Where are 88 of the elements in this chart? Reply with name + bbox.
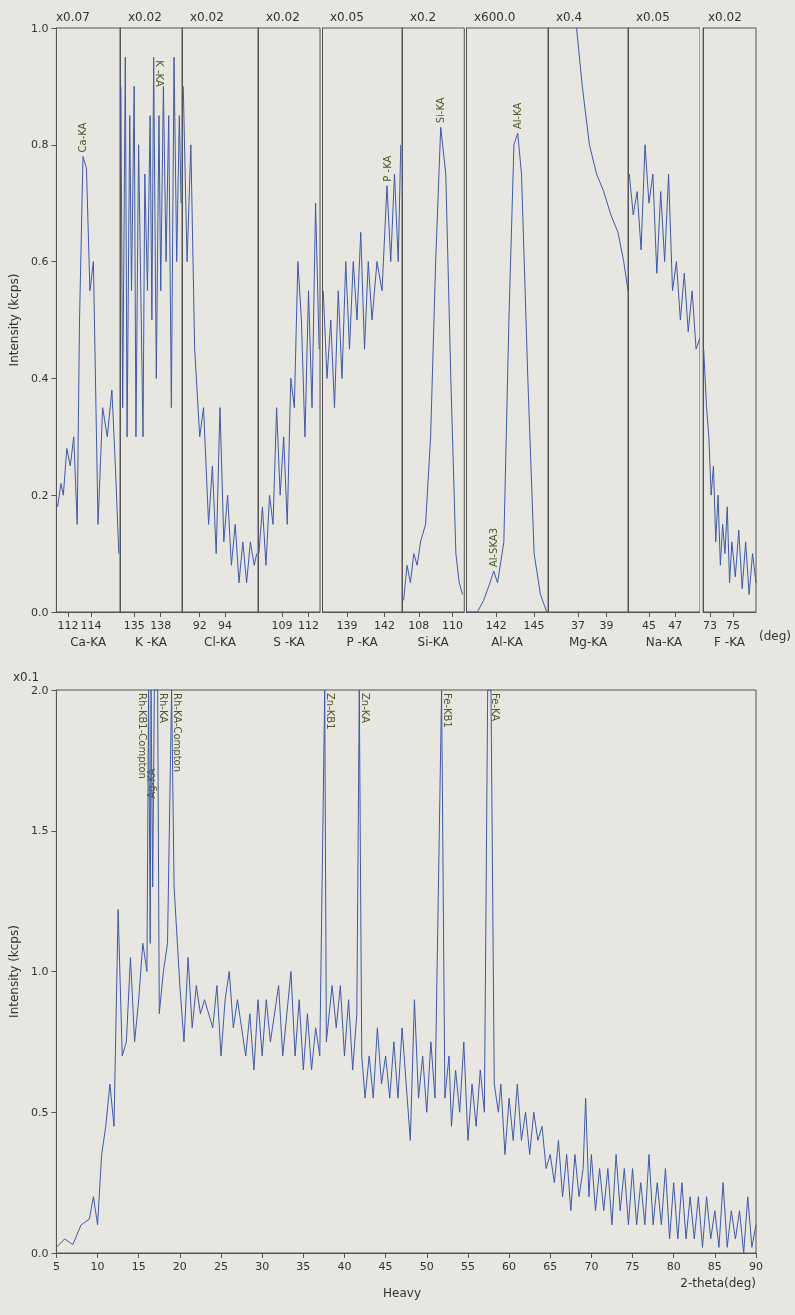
y-tick-label: 0.2 xyxy=(30,488,49,502)
x-tick-label: 65 xyxy=(543,1260,558,1273)
x-tick-label: 55 xyxy=(460,1260,475,1273)
x-tick-label: 45 xyxy=(641,619,656,632)
x-tick-label: 50 xyxy=(419,1260,434,1273)
annotation: Rh-KA-Compton xyxy=(172,693,184,773)
y-tick-label: 0.0 xyxy=(30,1246,49,1260)
y-axis-title: Intensity (kcps) xyxy=(7,925,21,1018)
annotation: Zn-KB1 xyxy=(325,693,337,730)
chart-title: x0.02 xyxy=(190,10,224,24)
x-axis-title: S -KA xyxy=(273,635,306,649)
chart-title: x0.2 xyxy=(410,10,437,24)
x-tick-label: 5 xyxy=(52,1260,60,1273)
x-tick-label: 92 xyxy=(192,619,207,632)
chart-title: x0.05 xyxy=(330,10,364,24)
annotation: Al-SKA3 xyxy=(488,527,500,568)
x-tick-label: 142 xyxy=(374,619,395,632)
y-tick-label: 0.4 xyxy=(30,371,49,385)
x-tick-label: 110 xyxy=(442,619,463,632)
annotation: Ca-KA xyxy=(77,122,89,153)
x-tick-label: 135 xyxy=(123,619,145,632)
x-tick-label: 109 xyxy=(271,619,293,632)
chart-title: x0.02 xyxy=(128,10,162,24)
x-axis-title: F -KA xyxy=(714,635,746,649)
x-tick-label: 20 xyxy=(172,1260,187,1273)
x-tick-label: 35 xyxy=(296,1260,311,1273)
text: (deg) xyxy=(759,629,791,643)
x-tick-label: 10 xyxy=(90,1260,105,1273)
annotation: Si-KA xyxy=(435,97,447,124)
y-tick-label: 1.0 xyxy=(30,965,49,978)
y-tick-label: 1.5 xyxy=(30,824,49,838)
x-tick-label: 73 xyxy=(703,619,717,632)
x-axis-title: Al-KA xyxy=(491,635,524,649)
x-tick-label: 114 xyxy=(80,619,102,632)
text: Heavy xyxy=(383,1286,421,1300)
x-tick-label: 30 xyxy=(255,1260,270,1273)
annotation: P -KA xyxy=(381,155,393,182)
annotation: Zn-KA xyxy=(359,693,371,724)
chart-title: x0.05 xyxy=(636,10,670,24)
annotation: Al-KA xyxy=(512,102,524,130)
x-tick-label: 60 xyxy=(502,1260,517,1273)
x-tick-label: 75 xyxy=(726,619,740,632)
x-axis-title: K -KA xyxy=(135,635,168,649)
y-tick-label: 0.5 xyxy=(30,1105,49,1119)
x-tick-label: 70 xyxy=(584,1260,599,1273)
x-tick-label: 94 xyxy=(218,619,233,632)
x-tick-label: 145 xyxy=(523,619,545,632)
x-tick-label: 112 xyxy=(57,619,79,632)
x-axis-title: P -KA xyxy=(346,635,379,649)
x-tick-label: 85 xyxy=(707,1260,722,1273)
y-tick-label: 0.6 xyxy=(30,255,49,269)
x-axis-title: Cl-KA xyxy=(204,635,237,649)
annotation: K -KA xyxy=(154,60,166,87)
x-axis-title: Mg-KA xyxy=(568,635,608,649)
x-tick-label: 75 xyxy=(625,1260,640,1273)
chart-title: x600.0 xyxy=(474,10,516,24)
y-tick-label: 1.0 xyxy=(30,21,49,35)
chart-title: x0.02 xyxy=(708,10,742,24)
x-tick-label: 90 xyxy=(749,1260,763,1273)
x-tick-label: 142 xyxy=(485,619,507,632)
x-tick-label: 112 xyxy=(298,619,319,632)
x-tick-label: 138 xyxy=(150,619,172,632)
x-tick-label: 80 xyxy=(666,1260,681,1273)
y-tick-label: 0.8 xyxy=(30,138,49,152)
y-axis-title: Intensity (kcps) xyxy=(7,273,21,367)
x-tick-label: 139 xyxy=(336,619,358,632)
line-series xyxy=(57,155,120,555)
annotation: Fe-KA xyxy=(489,693,501,722)
x-axis-title: Ca-KA xyxy=(70,635,107,649)
x-tick-label: 40 xyxy=(337,1260,352,1273)
y-tick-label: 0.0 xyxy=(30,605,49,619)
x-tick-label: 25 xyxy=(214,1260,229,1273)
x-tick-label: 108 xyxy=(408,619,430,632)
x-axis-title: Si-KA xyxy=(417,635,450,649)
x-tick-label: 37 xyxy=(571,619,585,632)
chart-title: x0.07 xyxy=(56,10,90,24)
y-tick-label: 2.0 xyxy=(30,683,49,697)
chart-title: x0.1 xyxy=(13,670,40,684)
x-axis-title: Na-KA xyxy=(645,635,684,649)
x-axis-title: 2-theta(deg) xyxy=(680,1276,756,1290)
x-tick-label: 47 xyxy=(668,619,683,632)
chart-title: x0.4 xyxy=(556,10,583,24)
chart-title: x0.02 xyxy=(266,10,300,24)
x-tick-label: 15 xyxy=(131,1260,146,1273)
annotation: Rh-KA xyxy=(158,693,170,724)
annotation: Fe-KB1 xyxy=(442,693,454,728)
x-tick-label: 39 xyxy=(599,619,614,632)
x-tick-label: 45 xyxy=(378,1260,393,1273)
